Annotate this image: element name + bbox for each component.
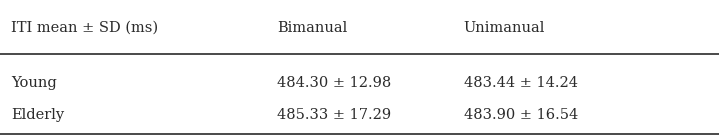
- Text: 483.90 ± 16.54: 483.90 ± 16.54: [464, 108, 578, 122]
- Text: Elderly: Elderly: [11, 108, 64, 122]
- Text: 484.30 ± 12.98: 484.30 ± 12.98: [277, 76, 391, 90]
- Text: 483.44 ± 14.24: 483.44 ± 14.24: [464, 76, 578, 90]
- Text: Unimanual: Unimanual: [464, 21, 545, 35]
- Text: Bimanual: Bimanual: [277, 21, 347, 35]
- Text: ITI mean ± SD (ms): ITI mean ± SD (ms): [11, 21, 158, 35]
- Text: Young: Young: [11, 76, 57, 90]
- Text: 485.33 ± 17.29: 485.33 ± 17.29: [277, 108, 391, 122]
